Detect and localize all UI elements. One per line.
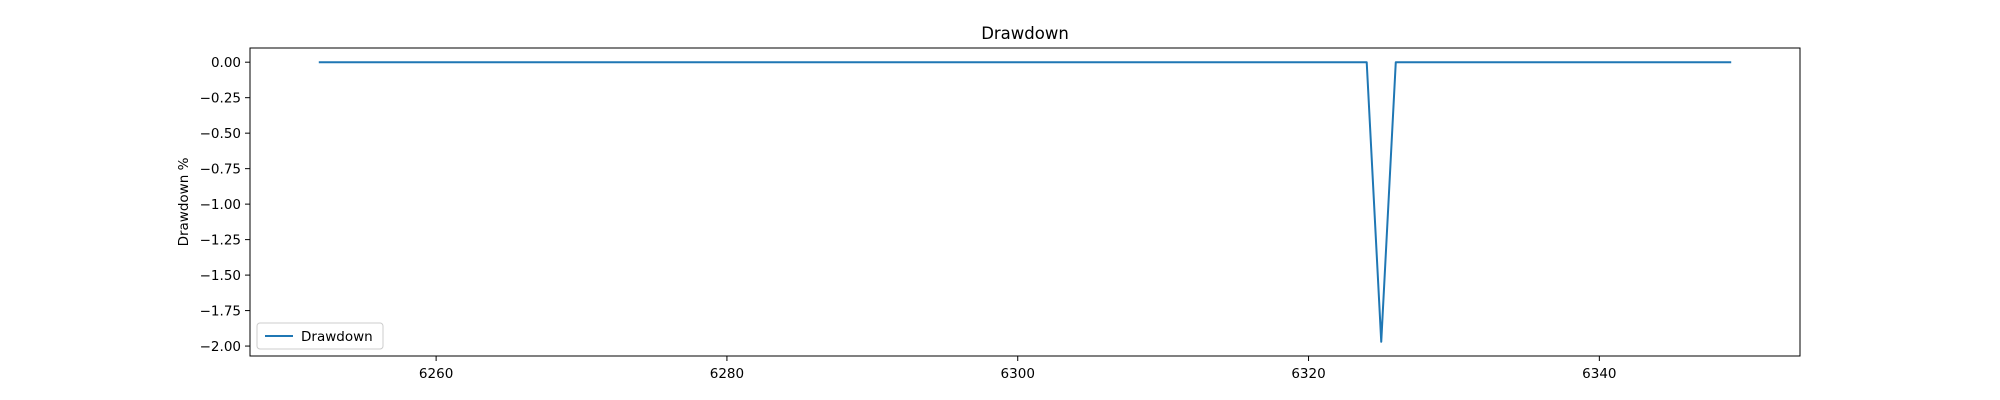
x-tick-label: 6300 xyxy=(1001,366,1035,382)
y-tick-label: −1.00 xyxy=(200,197,241,213)
y-tick-label: −1.50 xyxy=(200,268,241,284)
legend-label-drawdown: Drawdown xyxy=(301,329,373,345)
y-tick-label: −0.75 xyxy=(200,162,241,178)
y-tick-label: 0.00 xyxy=(211,55,241,71)
x-tick-label: 6340 xyxy=(1582,366,1616,382)
legend-frame xyxy=(256,322,384,350)
legend: Drawdown xyxy=(256,322,384,350)
y-tick-label: −1.25 xyxy=(200,233,241,249)
series-layer xyxy=(318,61,1732,343)
series-line-drawdown xyxy=(318,61,1732,343)
plot-frame xyxy=(249,47,1801,357)
y-tick-label: −0.25 xyxy=(200,91,241,107)
y-tick-label: −0.50 xyxy=(200,126,241,142)
y-tick-label: −1.75 xyxy=(200,304,241,320)
x-axis: 6260 6280 6300 6320 6340 xyxy=(419,356,1617,382)
y-axis: 0.00 −0.25 −0.50 −0.75 −1.00 −1.25 −1.50 −1.75 −… xyxy=(200,55,250,355)
plot-area xyxy=(249,47,1801,357)
y-axis-label: Drawdown % xyxy=(176,157,192,246)
x-tick-label: 6280 xyxy=(710,366,744,382)
x-tick-label: 6320 xyxy=(1291,366,1325,382)
x-tick-label: 6260 xyxy=(419,366,453,382)
chart-title: Drawdown xyxy=(981,24,1069,43)
y-tick-label: −2.00 xyxy=(200,339,241,355)
